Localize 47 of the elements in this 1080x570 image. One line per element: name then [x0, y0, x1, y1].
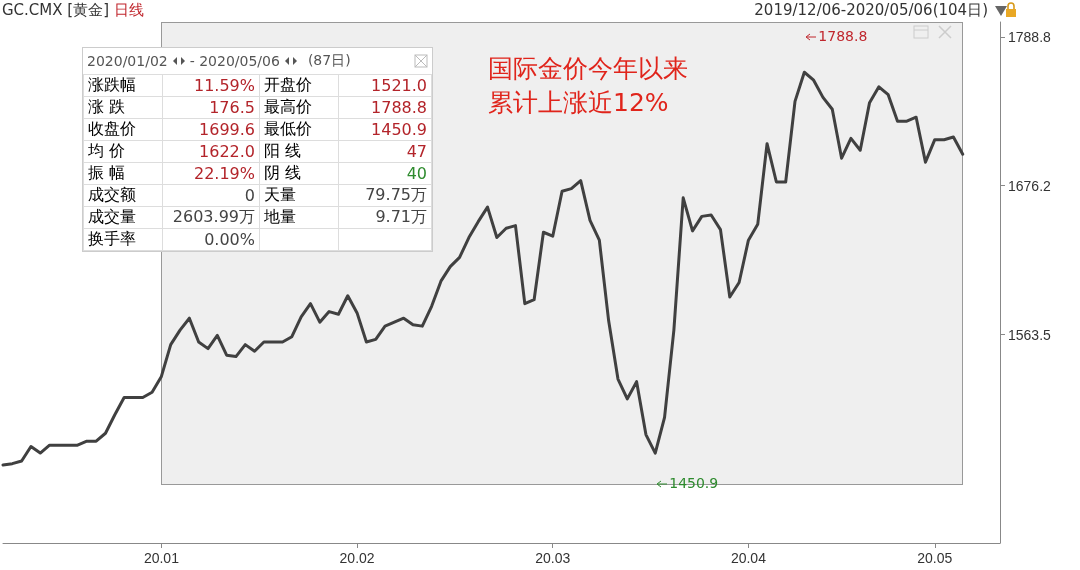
x-tick-label: 20.02	[339, 550, 375, 566]
chart-title: GC.CMX [黄金]	[2, 1, 110, 19]
x-tick-label: 20.01	[143, 550, 180, 566]
x-tick-label: 20.05	[917, 550, 953, 566]
annotation: 0	[162, 184, 260, 207]
annotation: 47	[338, 140, 432, 163]
annotation: 振 幅	[83, 162, 163, 185]
annotation: 国际金价今年以来累计上涨近12%	[488, 53, 689, 119]
annotation: 天量	[259, 184, 339, 207]
annotation: 1788.8	[818, 28, 868, 44]
annotation: 均 价	[83, 140, 163, 163]
annotation: 1521.0	[338, 74, 432, 97]
text: 2019/12/06-2020/05/06(104日)	[754, 1, 988, 20]
annotation: 1450.9	[669, 475, 719, 492]
x-tick-label: 20.04	[730, 550, 767, 566]
annotation: 最高价	[259, 96, 339, 119]
annotation: 涨 跌	[83, 96, 163, 119]
annotation: 收盘价	[83, 118, 163, 141]
annotation: 阴 线	[259, 162, 339, 185]
annotation: 22.19%	[162, 162, 260, 185]
annotation: 2603.99万	[162, 206, 260, 229]
chart-subtitle: 日线	[112, 1, 144, 19]
annotation: 换手率	[83, 228, 163, 251]
annotation: (87日)	[307, 52, 351, 70]
annotation: 1788.8	[338, 96, 432, 119]
annotation: 开盘价	[259, 74, 339, 97]
annotation: 地量	[259, 206, 339, 229]
annotation: 11.59%	[162, 74, 260, 97]
annotation: 79.75万	[338, 184, 432, 207]
annotation: - 2020/05/06	[189, 53, 280, 69]
y-tick-label: 1676.2	[1008, 177, 1052, 194]
y-tick-label: 1563.5	[1008, 326, 1052, 343]
annotation: 1699.6	[162, 118, 260, 141]
annotation: 1622.0	[162, 140, 260, 163]
annotation: 阳 线	[259, 140, 339, 163]
annotation: 成交额	[83, 184, 163, 207]
annotation: 2020/01/02	[87, 53, 168, 69]
annotation: 成交量	[83, 206, 163, 229]
annotation: 涨跌幅	[83, 74, 163, 97]
annotation: 0.00%	[162, 228, 260, 251]
annotation: 176.5	[162, 96, 260, 119]
annotation: 40	[338, 162, 432, 185]
y-tick-label: 1788.8	[1008, 28, 1052, 45]
annotation: 1450.9	[338, 118, 432, 141]
annotation: 9.71万	[338, 206, 432, 229]
annotation: 最低价	[259, 118, 339, 141]
x-tick-label: 20.03	[535, 550, 571, 566]
